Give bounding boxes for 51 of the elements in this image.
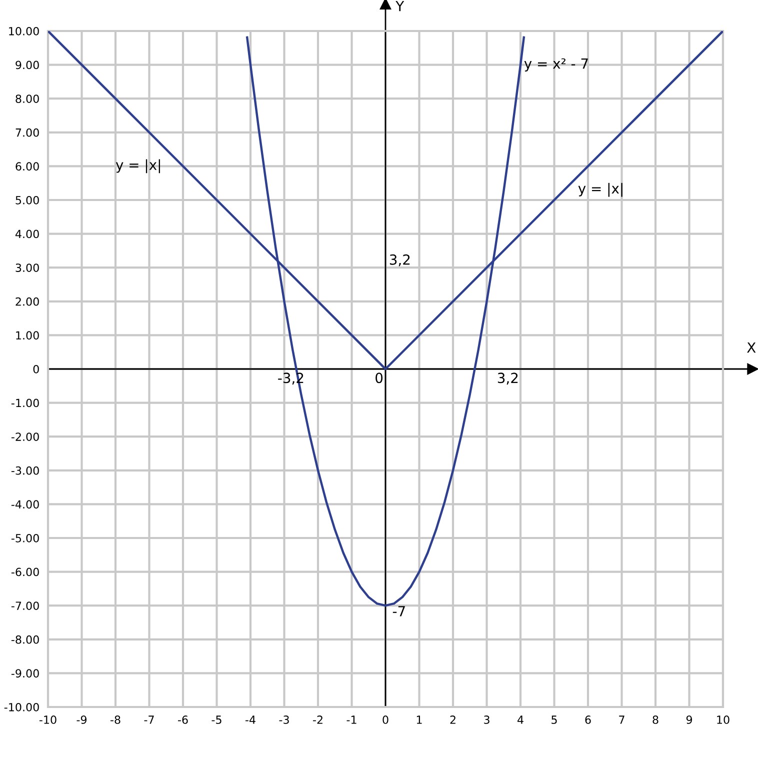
- y-tick-label: -8.00: [11, 635, 39, 644]
- x-tick-label: -1: [346, 716, 356, 724]
- annotation: y = |x|: [578, 182, 622, 197]
- x-tick-label: -6: [178, 716, 188, 724]
- y-tick-label: -3.00: [11, 466, 39, 475]
- annotation: 3,2: [498, 372, 518, 385]
- y-tick-label: 10.00: [9, 26, 39, 36]
- y-tick-label: -7.00: [11, 602, 39, 610]
- y-tick-label: 5.00: [16, 196, 39, 204]
- y-tick-label: 0: [33, 364, 39, 374]
- y-tick-label: -9.00: [11, 669, 39, 678]
- x-tick-label: 8: [652, 716, 658, 724]
- x-tick-label: 7: [619, 716, 624, 724]
- x-tick-label: -4: [246, 716, 256, 724]
- annotation: 0: [376, 372, 383, 384]
- x-tick-label: 3: [484, 716, 490, 724]
- x-tick-label: -10: [39, 716, 56, 724]
- x-axis-title: X: [747, 342, 756, 353]
- y-tick-label: 3.00: [16, 264, 39, 272]
- x-tick-label: 10: [717, 716, 730, 724]
- y-axis-title: Y: [396, 1, 404, 12]
- y-tick-label: -1.00: [11, 398, 39, 408]
- x-tick-label: -8: [110, 716, 120, 724]
- y-tick-label: 9.00: [16, 60, 39, 70]
- x-tick-label: 4: [518, 716, 524, 724]
- y-tick-label: -4.00: [11, 500, 39, 509]
- x-tick-label: -2: [313, 716, 322, 724]
- annotation: y = x² - 7: [524, 58, 588, 72]
- x-tick-label: -5: [212, 716, 222, 724]
- annotation: -7: [392, 606, 405, 616]
- y-tick-label: -5.00: [11, 534, 39, 542]
- x-tick-label: 0: [382, 716, 388, 724]
- y-tick-label: 7.00: [16, 128, 39, 137]
- y-tick-label: -10.00: [4, 702, 39, 712]
- y-tick-label: 4.00: [15, 230, 39, 238]
- y-tick-label: -6.00: [11, 568, 39, 576]
- x-tick-label: 6: [585, 716, 591, 724]
- x-tick-label: -3: [279, 716, 289, 724]
- y-tick-label: 8.00: [16, 94, 39, 103]
- annotation: 3,2: [390, 254, 410, 266]
- annotation: y = |x|: [116, 159, 160, 174]
- y-tick-label: 1.00: [16, 331, 39, 340]
- x-tick-label: 1: [416, 716, 422, 724]
- y-tick-label: 6.00: [16, 162, 39, 171]
- x-tick-label: -9: [76, 716, 87, 724]
- x-tick-label: 2: [450, 716, 456, 724]
- x-tick-label: 9: [686, 716, 692, 724]
- x-tick-label: -7: [144, 716, 154, 724]
- y-tick-label: 2.00: [16, 297, 39, 306]
- x-tick-label: 5: [552, 716, 557, 724]
- y-tick-label: -2.00: [11, 432, 39, 441]
